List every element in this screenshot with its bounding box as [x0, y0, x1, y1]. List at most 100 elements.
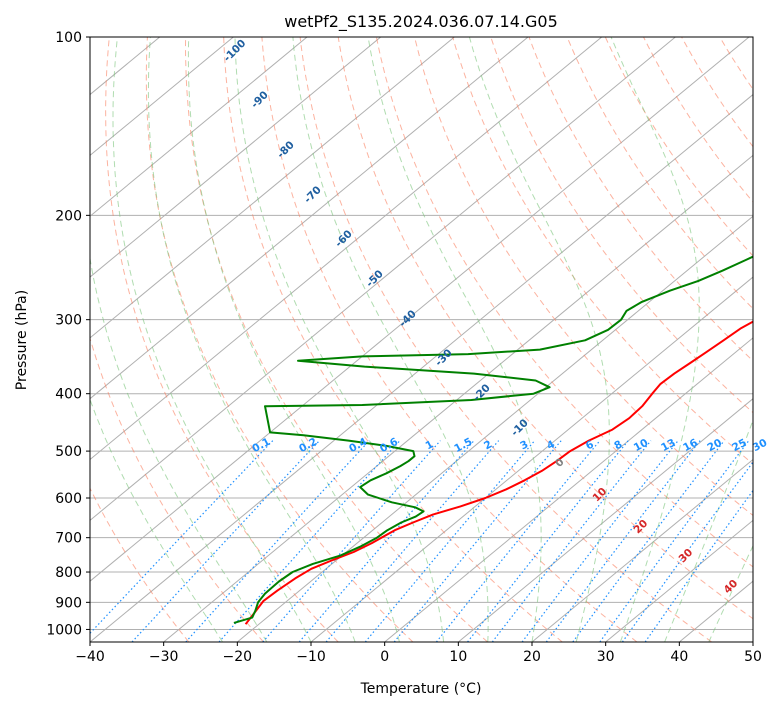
- dry-adiabat-line: [299, 37, 712, 642]
- mixing-ratio-line: [467, 440, 629, 642]
- isotherm-line: [90, 37, 382, 278]
- isotherm-label: -80: [275, 139, 297, 161]
- mixing-ratio-line: [131, 440, 320, 642]
- x-tick-label: 30: [597, 649, 615, 665]
- y-tick-label: 900: [55, 595, 82, 611]
- y-tick-label: 800: [55, 565, 82, 581]
- y-tick-label: 700: [55, 531, 82, 547]
- mixing-ratio-line: [262, 440, 441, 642]
- isotherm-line: [237, 215, 753, 642]
- dry-adiabat-line: [184, 37, 488, 642]
- isotherm-line: [531, 458, 753, 642]
- dry-adiabat-line: [145, 37, 414, 642]
- dry-adiabat-line: [528, 37, 753, 362]
- mixing-ratio-label: 3: [518, 438, 530, 452]
- moist-adiabat-line: [147, 37, 356, 642]
- isotherm-label: 20: [631, 517, 650, 536]
- dry-adiabat-line: [337, 37, 753, 620]
- dry-adiabat-line: [452, 37, 753, 465]
- mixing-ratio-label: 1: [424, 438, 436, 452]
- mixing-ratio-line: [621, 461, 753, 642]
- isotherm-label: -50: [364, 268, 386, 290]
- isotherm-line: [0, 37, 86, 642]
- plot-frame: [89, 36, 754, 643]
- x-tick-label: 20: [523, 649, 541, 665]
- moist-adiabat-line: [367, 37, 542, 642]
- isotherm-label: 0: [553, 456, 567, 470]
- line-labels: 0.1 0.2 0.4 0.6 1 1.5 2 3 4 6 8 10 13 16 20 25 30-100-90…: [221, 37, 769, 596]
- mixing-ratio-label: 0.6: [378, 436, 400, 455]
- dry-adiabat-line: [681, 37, 753, 148]
- isotherm-label: -30: [433, 347, 455, 369]
- dry-adiabat-line: [414, 37, 753, 517]
- y-tick-label: 200: [55, 208, 82, 224]
- mixing-ratio-line: [185, 440, 370, 642]
- dry-adiabat-line: [375, 37, 753, 568]
- background-lines: [0, 37, 775, 642]
- x-tick-label: 10: [449, 649, 467, 665]
- isotherm-label: 10: [590, 485, 609, 504]
- isotherm-line: [90, 37, 308, 217]
- isotherm-line: [90, 37, 455, 339]
- dry-adiabat-line: [758, 37, 775, 642]
- mixing-ratio-label: 2: [482, 438, 494, 452]
- mixing-ratio-line: [90, 440, 274, 635]
- moist-adiabat-line: [234, 37, 445, 642]
- mixing-ratio-label: 0.2: [297, 436, 319, 455]
- x-tick-label: −10: [296, 649, 326, 665]
- isotherm-line: [0, 37, 12, 642]
- isotherm-label: -70: [302, 184, 324, 206]
- y-tick-label: 300: [55, 313, 82, 329]
- moist-adiabat-line: [708, 544, 753, 642]
- mixing-ratio-line: [218, 440, 401, 642]
- isotherm-line: [605, 519, 753, 642]
- moist-adiabat-line: [664, 418, 753, 642]
- dewpoint-profile-line: [233, 255, 753, 624]
- y-tick-label: 100: [55, 30, 82, 46]
- isotherm-label: -100: [221, 37, 248, 64]
- mixing-ratio-line: [298, 440, 475, 642]
- plot-series: [233, 255, 753, 625]
- mixing-ratio-label: 1.5: [452, 436, 474, 455]
- isotherm-line: [90, 37, 234, 157]
- isotherm-line: [310, 276, 753, 642]
- x-tick-label: −20: [223, 649, 253, 665]
- isotherm-line: [90, 37, 603, 461]
- isotherm-label: -40: [397, 308, 419, 330]
- moist-adiabat-line: [187, 37, 400, 642]
- dry-adiabat-line: [566, 37, 753, 310]
- y-axis-ticks: 100 200 300 400 500 600 700 800 900 1000: [46, 30, 90, 638]
- moist-adiabat-line: [468, 37, 610, 642]
- dry-adiabat-line: [490, 37, 753, 414]
- x-tick-label: 40: [670, 649, 688, 665]
- x-axis-label: Temperature (°C): [360, 681, 482, 697]
- y-tick-label: 1000: [46, 622, 82, 638]
- isotherm-line: [752, 641, 753, 642]
- moist-adiabat-line: [292, 37, 489, 642]
- mixing-ratio-line: [491, 440, 652, 642]
- dry-adiabat-line: [643, 37, 753, 203]
- dry-adiabat-line: [719, 37, 753, 91]
- y-tick-label: 500: [55, 444, 82, 460]
- mixing-ratio-line: [435, 440, 601, 642]
- isotherm-line: [90, 37, 676, 521]
- mixing-ratio-line: [644, 489, 753, 642]
- isotherm-line: [90, 37, 529, 400]
- dry-adiabat-line: [90, 487, 190, 642]
- x-tick-label: 0: [380, 649, 389, 665]
- isotherm-line: [384, 337, 753, 642]
- x-tick-label: −30: [149, 649, 179, 665]
- isotherm-line: [458, 398, 753, 642]
- mixing-ratio-label: 0.1: [250, 436, 272, 455]
- mixing-ratio-label: 6: [584, 438, 596, 452]
- isotherm-line: [679, 580, 753, 642]
- mixing-ratio-line: [325, 440, 500, 642]
- x-tick-label: −40: [75, 649, 105, 665]
- y-tick-label: 600: [55, 491, 82, 507]
- isotherm-label: -60: [333, 228, 355, 250]
- moist-adiabat-line: [90, 397, 224, 642]
- x-tick-label: 50: [744, 649, 762, 665]
- mixing-ratio-line: [599, 440, 750, 642]
- mixing-ratio-line: [572, 440, 725, 642]
